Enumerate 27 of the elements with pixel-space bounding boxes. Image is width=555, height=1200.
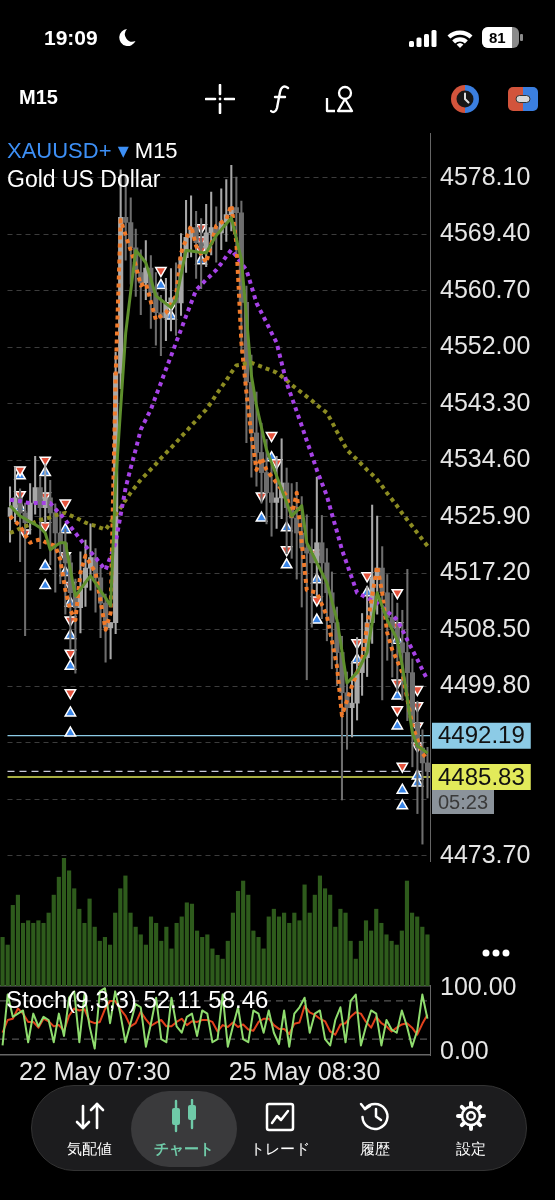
y-tick-label: 4543.30 — [440, 387, 531, 416]
y-tick-label: 4552.00 — [440, 331, 531, 360]
y-tick-label: 4534.60 — [440, 444, 531, 473]
text: チャート — [154, 1140, 214, 1157]
y-tick-label: 0.00 — [440, 1035, 489, 1064]
x-tick-label: 22 May 07:30 — [18, 1056, 171, 1085]
text: M15 — [19, 86, 58, 108]
y-tick-label: 100.00 — [440, 972, 517, 1001]
y-tick-label: 4569.40 — [440, 218, 531, 247]
text: 履歴 — [360, 1140, 390, 1157]
chart-title: XAUUSD+ ▾ M15 — [7, 138, 178, 163]
ref-line-label: 4485.83 — [438, 762, 525, 790]
ref-line-label: 4492.19 — [438, 721, 525, 749]
y-tick-label: 4578.10 — [440, 161, 531, 190]
y-tick-label: 4560.70 — [440, 274, 531, 303]
y-tick-label: 4508.50 — [440, 613, 531, 642]
text: 気配値 — [66, 1140, 112, 1157]
text: 81 — [489, 29, 506, 46]
y-tick-label: 4499.80 — [440, 670, 531, 699]
text: 19:09 — [44, 26, 98, 49]
y-tick-label: 4525.90 — [440, 500, 531, 529]
x-tick-label: 25 May 08:30 — [228, 1056, 381, 1085]
text: 設定 — [456, 1140, 486, 1157]
text: トレード — [250, 1140, 310, 1157]
y-tick-label: 4473.70 — [440, 839, 531, 868]
text: 05:23 — [432, 790, 495, 814]
y-tick-label: 4517.20 — [440, 557, 531, 586]
